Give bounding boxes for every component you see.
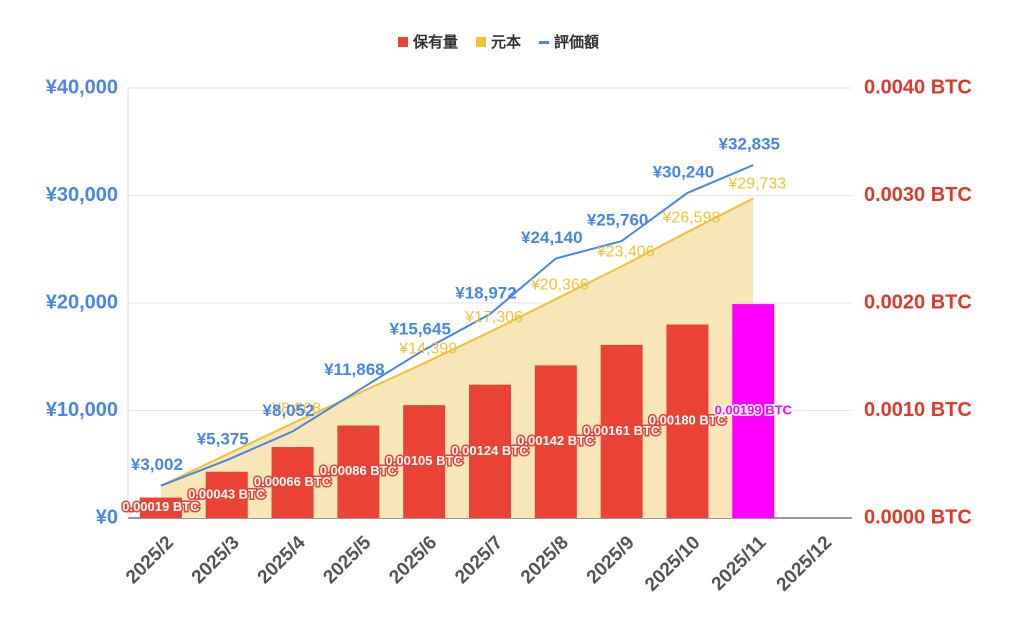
x-tick-label: 2025/6 <box>385 532 441 588</box>
area-label: ¥17,306 <box>464 309 523 326</box>
bar <box>469 384 511 518</box>
bar-label: 0.00142 BTC <box>517 433 595 448</box>
area-fill <box>160 198 754 519</box>
bar <box>337 425 380 518</box>
x-tick-label: 2025/4 <box>254 532 310 588</box>
x-tick-label: 2025/5 <box>319 532 375 588</box>
bar-label: 0.00043 BTC <box>188 486 266 501</box>
area-label: ¥20,366 <box>530 276 589 293</box>
line-label: ¥32,835 <box>719 135 780 154</box>
bar-label: 0.00161 BTC <box>583 423 661 438</box>
y2-tick-label: 0.0010 BTC <box>864 399 972 421</box>
legend-label: 元本 <box>491 33 521 51</box>
bar <box>534 365 577 518</box>
bar <box>205 471 248 518</box>
legend-swatch <box>398 37 408 47</box>
y-tick-label: ¥10,000 <box>46 399 118 421</box>
legend-swatch <box>539 41 550 44</box>
bar <box>139 497 182 518</box>
line-label: ¥8,052 <box>263 401 315 420</box>
bar-label: 0.00199 BTC <box>715 402 793 417</box>
line-label: ¥25,760 <box>587 211 648 230</box>
bar <box>403 405 446 518</box>
bar-label: 0.00105 BTC <box>386 453 464 468</box>
legend-label: 保有量 <box>412 33 458 51</box>
line-label: ¥3,002 <box>131 455 183 474</box>
line-label: ¥18,972 <box>455 284 516 303</box>
y-tick-label: ¥30,000 <box>46 184 118 206</box>
line-label: ¥5,375 <box>197 430 249 449</box>
bar-label: 0.00180 BTC <box>649 413 727 428</box>
y2-tick-label: 0.0040 BTC <box>864 76 972 98</box>
bar <box>732 304 775 518</box>
line-label: ¥15,645 <box>389 319 450 338</box>
x-tick-label: 2025/7 <box>451 532 507 588</box>
area-line <box>160 197 754 487</box>
y-tick-label: ¥40,000 <box>46 76 118 98</box>
area-label: ¥8,808 <box>271 401 321 418</box>
line-label: ¥24,140 <box>521 228 582 247</box>
y-tick-label: ¥0 <box>96 506 118 528</box>
x-tick-label: 2025/8 <box>517 532 573 588</box>
bar <box>271 447 314 518</box>
line-label: ¥11,868 <box>324 360 385 379</box>
x-tick-label: 2025/3 <box>188 532 244 588</box>
x-tick-label: 2025/2 <box>122 532 178 588</box>
x-tick-label: 2025/9 <box>583 532 639 588</box>
area-label: ¥23,406 <box>596 244 655 261</box>
bar-label: 0.00019 BTC <box>122 499 200 514</box>
bar <box>600 344 643 518</box>
legend: 保有量 元本 評価額 <box>398 33 599 51</box>
x-tick-label: 2025/10 <box>641 532 704 595</box>
line-label: ¥30,240 <box>653 162 714 181</box>
bar-label: 0.00124 BTC <box>451 443 529 458</box>
y2-tick-label: 0.0020 BTC <box>864 291 972 313</box>
bar-label: 0.00086 BTC <box>320 463 398 478</box>
y-tick-label: ¥20,000 <box>46 291 118 313</box>
x-tick-label: 2025/12 <box>773 532 836 595</box>
bar <box>666 324 709 518</box>
x-tick-label: 2025/11 <box>708 532 771 595</box>
legend-label: 評価額 <box>554 33 599 51</box>
y2-tick-label: 0.0000 BTC <box>864 506 972 528</box>
area-label: ¥29,733 <box>727 176 786 193</box>
line <box>160 164 754 487</box>
bar-label: 0.00066 BTC <box>254 474 332 489</box>
legend-swatch <box>476 37 487 47</box>
y2-tick-label: 0.0030 BTC <box>864 184 972 206</box>
area-label: ¥26,598 <box>662 209 721 226</box>
area-label: ¥14,399 <box>398 340 457 357</box>
